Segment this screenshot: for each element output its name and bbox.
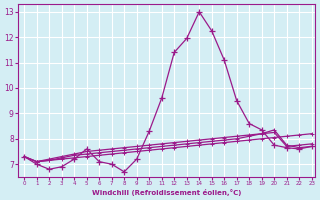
X-axis label: Windchill (Refroidissement éolien,°C): Windchill (Refroidissement éolien,°C) [92,189,241,196]
